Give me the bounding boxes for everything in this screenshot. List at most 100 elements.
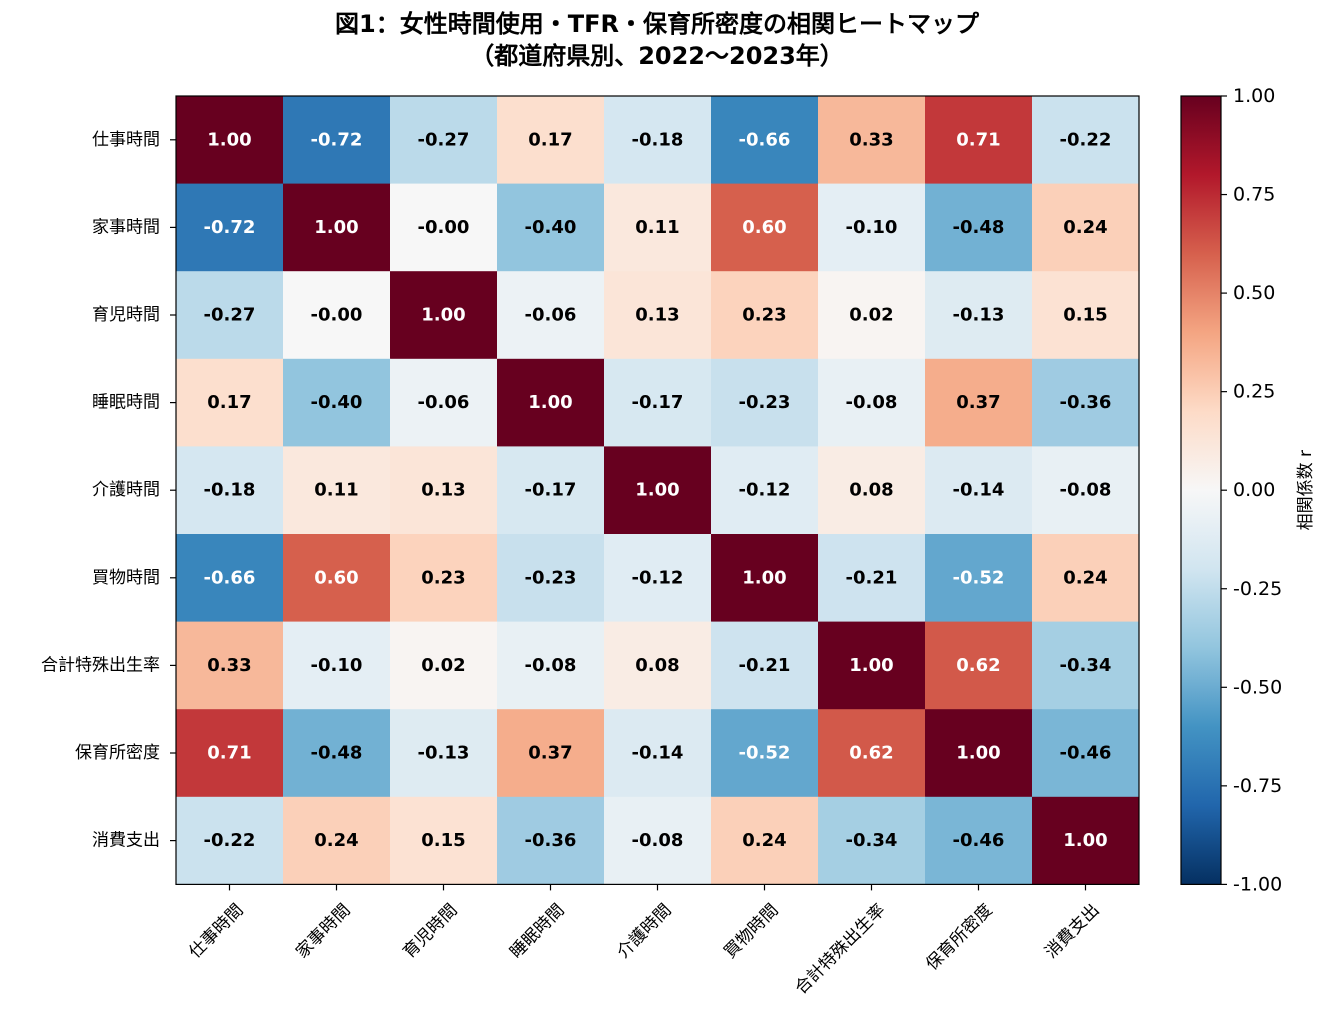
cell-value-label: 0.13 [635, 305, 679, 326]
cell-value-label: 1.00 [1063, 830, 1107, 851]
cell-value-label: 1.00 [849, 655, 893, 676]
cell-value-label: 0.24 [742, 830, 786, 851]
y-tick-label: 合計特殊出生率 [41, 655, 160, 675]
cell-value-label: -0.22 [1060, 129, 1112, 150]
heatmap-cell [283, 621, 391, 710]
heatmap-cell [1032, 446, 1140, 535]
cell-value-label: -0.14 [632, 743, 684, 764]
colorbar-gradient [1180, 95, 1222, 886]
heatmap-cell [176, 358, 284, 447]
cell-value-label: 0.11 [635, 217, 679, 238]
cell-value-label: 0.13 [421, 480, 465, 501]
cell-value-label: 1.00 [421, 305, 465, 326]
cell-value-label: -0.14 [953, 480, 1005, 501]
x-tick-label: 介護時間 [613, 900, 675, 962]
heatmap-cell [925, 796, 1033, 885]
cell-value-label: -0.13 [953, 305, 1005, 326]
cell-value-label: -0.40 [525, 217, 577, 238]
colorbar-tick-label: -1.00 [1233, 873, 1282, 895]
cell-value-label: 0.62 [956, 655, 1000, 676]
cell-value-label: -0.48 [311, 743, 363, 764]
x-tick-label: 保育所密度 [922, 900, 996, 974]
cell-value-label: 0.08 [635, 655, 679, 676]
heatmap-cell [176, 709, 284, 798]
cell-value-label: 0.24 [1063, 217, 1107, 238]
heatmap-cell [818, 446, 926, 535]
colorbar-tick-label: 0.00 [1233, 479, 1275, 501]
heatmap-cell [1032, 96, 1140, 185]
cell-value-label: -0.08 [1060, 480, 1112, 501]
heatmap-cell [497, 621, 605, 710]
cell-value-label: 0.62 [849, 743, 893, 764]
cell-value-label: 0.24 [314, 830, 358, 851]
heatmap-cell [818, 709, 926, 798]
heatmap-cell [711, 534, 819, 623]
cell-value-label: -0.23 [525, 567, 577, 588]
heatmap-cell [390, 534, 498, 623]
heatmap-cell [711, 446, 819, 535]
y-tick-label: 仕事時間 [92, 130, 160, 150]
heatmap-cell [176, 621, 284, 710]
heatmap-cell [604, 796, 712, 885]
cell-value-label: -0.17 [525, 480, 577, 501]
heatmap-cell [497, 709, 605, 798]
cell-value-label: -0.17 [632, 392, 684, 413]
heatmap-cell [497, 796, 605, 885]
cell-value-label: 0.15 [1063, 305, 1107, 326]
heatmap-cell [1032, 183, 1140, 272]
heatmap-cell [925, 96, 1033, 185]
heatmap-cell [390, 621, 498, 710]
cell-value-label: 1.00 [742, 567, 786, 588]
heatmap-cell [711, 183, 819, 272]
heatmap-cell [925, 183, 1033, 272]
chart-subtitle: （都道府県別、2022〜2023年） [470, 42, 844, 70]
heatmap-cell [818, 621, 926, 710]
cell-value-label: -0.10 [311, 655, 363, 676]
cell-value-label: -0.27 [418, 129, 470, 150]
cell-value-label: -0.06 [418, 392, 470, 413]
y-tick-label: 買物時間 [92, 568, 160, 588]
heatmap-cell [818, 271, 926, 360]
cell-value-label: -0.34 [1060, 655, 1112, 676]
x-axis-ticks: 仕事時間 家事時間 育児時間 睡眠時間 介護時間 買物時間 合計特殊出生率 保育所密度 消費支出 [185, 884, 1104, 999]
heatmap-cell [283, 709, 391, 798]
cell-value-label: 0.11 [314, 480, 358, 501]
heatmap-cell [818, 796, 926, 885]
heatmap-cell [176, 271, 284, 360]
heatmap-cell [283, 271, 391, 360]
heatmap-cell [711, 796, 819, 885]
cell-value-label: -0.18 [632, 129, 684, 150]
y-tick-label: 睡眠時間 [92, 393, 160, 413]
cell-value-label: -0.46 [953, 830, 1005, 851]
heatmap-cell [497, 358, 605, 447]
heatmap-cell [925, 534, 1033, 623]
cell-value-label: -0.66 [204, 567, 256, 588]
y-tick-label: 介護時間 [92, 480, 160, 500]
heatmap-cell [1032, 534, 1140, 623]
cell-value-label: 0.23 [421, 567, 465, 588]
cell-value-label: -0.52 [739, 743, 791, 764]
cell-value-label: 0.71 [207, 743, 251, 764]
cell-value-label: -0.66 [739, 129, 791, 150]
heatmap-cell [390, 183, 498, 272]
heatmap-cell [1032, 709, 1140, 798]
heatmap-cell [283, 358, 391, 447]
cell-value-label: -0.00 [311, 305, 363, 326]
colorbar-tick-label: -0.75 [1233, 775, 1282, 797]
heatmap-cell [1032, 796, 1140, 885]
heatmap-cell [283, 96, 391, 185]
colorbar-label: 相関係数 r [1296, 450, 1316, 530]
cell-value-label: -0.00 [418, 217, 470, 238]
cell-value-label: -0.21 [739, 655, 791, 676]
heatmap-cell [604, 358, 712, 447]
heatmap-cell [176, 183, 284, 272]
heatmap-cell [604, 709, 712, 798]
cell-value-label: -0.06 [525, 305, 577, 326]
x-tick-label: 家事時間 [292, 900, 354, 962]
chart-title-block: 図1：女性時間使用・TFR・保育所密度の相関ヒートマップ （都道府県別、2022… [0, 8, 1314, 72]
heatmap-cell [711, 271, 819, 360]
x-tick-label: 睡眠時間 [506, 900, 568, 962]
cell-value-label: -0.46 [1060, 743, 1112, 764]
